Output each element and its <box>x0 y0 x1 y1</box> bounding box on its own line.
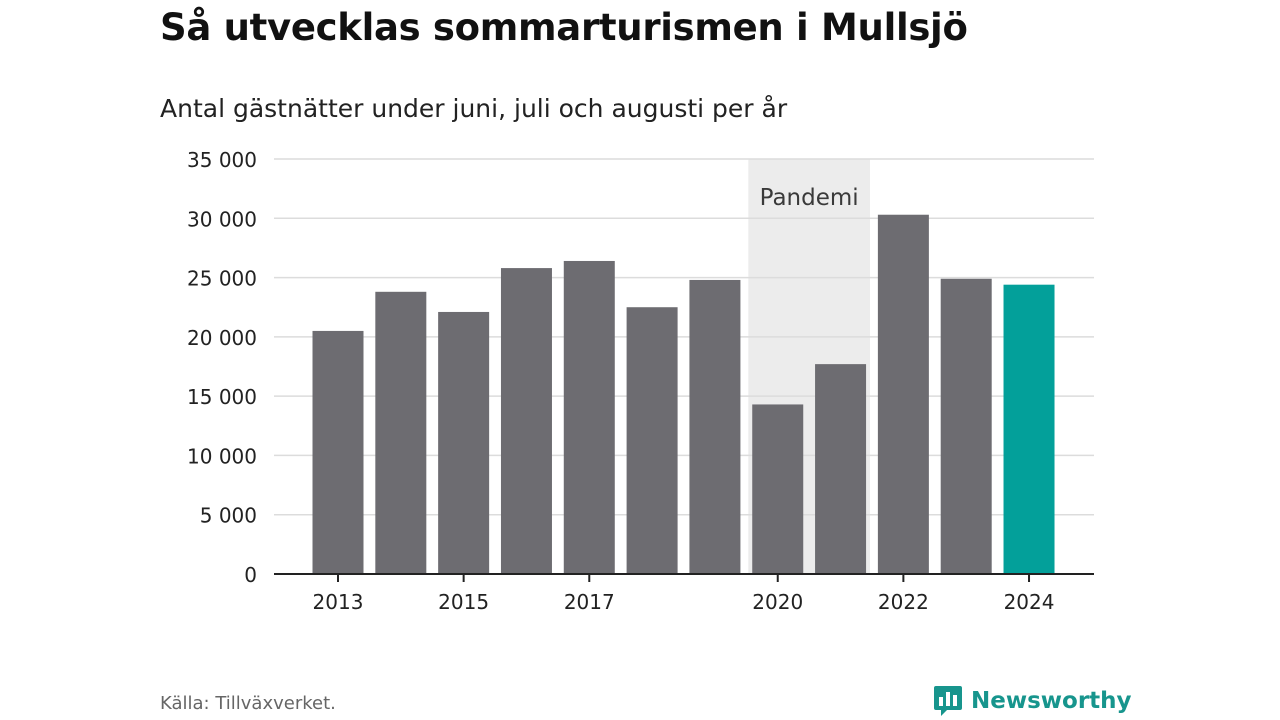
bar-2022 <box>877 214 929 574</box>
bar-2015 <box>438 311 490 574</box>
x-tick-label: 2015 <box>438 590 489 614</box>
y-tick-label: 5 000 <box>200 504 257 528</box>
bar-2021 <box>815 364 867 574</box>
bar-2023 <box>940 278 992 574</box>
bar-2019 <box>689 279 741 574</box>
y-tick-label: 15 000 <box>187 385 257 409</box>
x-tick-label: 2017 <box>564 590 615 614</box>
chart-subtitle: Antal gästnätter under juni, juli och au… <box>160 94 788 123</box>
y-tick-label: 30 000 <box>187 207 257 231</box>
y-tick-label: 35 000 <box>187 148 257 172</box>
y-tick-label: 25 000 <box>187 267 257 291</box>
bar-2016 <box>500 268 552 574</box>
newsworthy-icon <box>934 686 962 716</box>
x-tick-label: 2024 <box>1004 590 1055 614</box>
bar-2017 <box>563 260 615 574</box>
newsworthy-logo: Newsworthy <box>933 684 1132 718</box>
y-tick-label: 20 000 <box>187 326 257 350</box>
x-tick-label: 2013 <box>313 590 364 614</box>
chart-title: Så utvecklas sommarturismen i Mullsjö <box>160 6 968 49</box>
bar-2020 <box>752 404 804 574</box>
bar-2018 <box>626 307 678 574</box>
bar-2014 <box>375 291 427 574</box>
pandemic-label: Pandemi <box>760 185 859 211</box>
x-tick-label: 2022 <box>878 590 929 614</box>
brand-name: Newsworthy <box>971 688 1132 714</box>
source-note: Källa: Tillväxverket. <box>160 693 336 714</box>
bar-2013 <box>312 330 364 574</box>
y-tick-label: 0 <box>244 563 257 587</box>
x-tick-label: 2020 <box>752 590 803 614</box>
y-tick-label: 10 000 <box>187 444 257 468</box>
bar-2024 <box>1003 284 1055 574</box>
